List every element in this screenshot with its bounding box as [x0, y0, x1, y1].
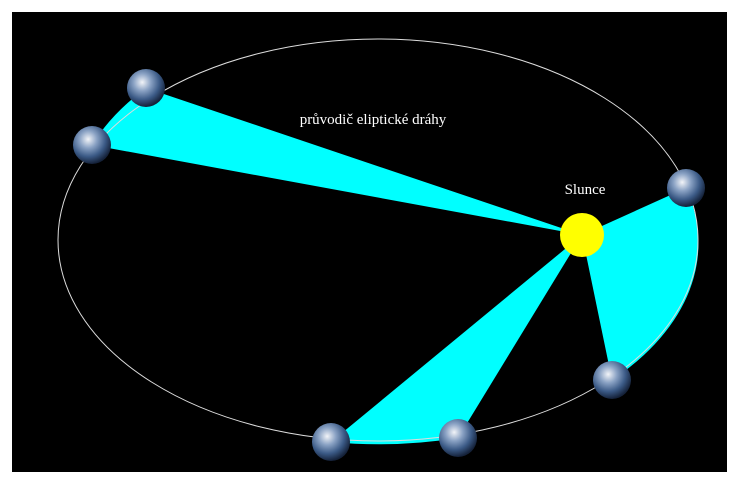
sun-label: Slunce: [565, 182, 606, 198]
sun: [560, 213, 604, 257]
swept-area: [331, 235, 582, 445]
planet: [73, 126, 111, 164]
radius-vector-label: průvodič eliptické dráhy: [300, 112, 447, 128]
planet: [312, 423, 350, 461]
planet: [127, 69, 165, 107]
orbit: [57, 38, 699, 442]
planet: [667, 169, 705, 207]
planet: [593, 361, 631, 399]
planets: [73, 69, 705, 461]
swept-area: [92, 88, 582, 235]
swept-area: [582, 188, 699, 380]
planet: [439, 419, 477, 457]
